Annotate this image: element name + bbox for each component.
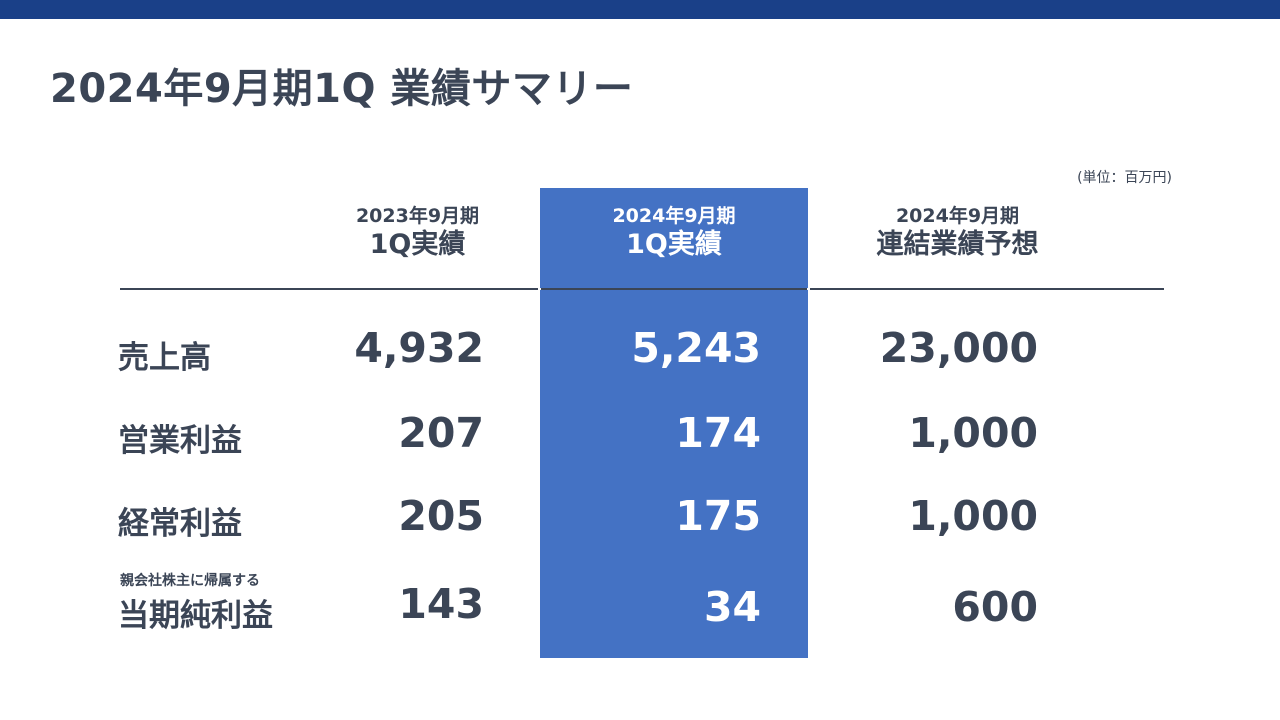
value-operating-income-prev: 207 (398, 409, 484, 457)
row-sublabel-attributable: 親会社株主に帰属する (120, 573, 260, 589)
value-operating-income-current: 174 (675, 409, 761, 457)
value-net-sales-prev: 4,932 (354, 324, 484, 372)
value-net-income-forecast: 600 (952, 583, 1038, 631)
value-ordinary-income-forecast: 1,000 (908, 492, 1038, 540)
unit-note: (単位：百万円) (1077, 170, 1172, 186)
column-header-current-1q: 2024年9月期 1Q実績 (540, 204, 808, 262)
slide-title: 2024年9月期1Q 業績サマリー (50, 66, 634, 112)
value-net-sales-current: 5,243 (631, 324, 761, 372)
value-ordinary-income-prev: 205 (398, 492, 484, 540)
value-net-sales-forecast: 23,000 (879, 324, 1038, 372)
column-header-period: 2023年9月期 (355, 205, 480, 227)
top-accent-bar (0, 0, 1280, 19)
row-label-net-income: 当期純利益 (118, 598, 273, 634)
column-header-period: 2024年9月期 (895, 205, 1020, 227)
column-header-period: 2024年9月期 (612, 205, 736, 227)
current-period-highlight (540, 188, 808, 658)
row-label-operating-income: 営業利益 (118, 423, 242, 459)
value-operating-income-forecast: 1,000 (908, 409, 1038, 457)
column-header-prev-1q: 2023年9月期 1Q実績 (340, 204, 495, 262)
header-divider (120, 288, 1164, 290)
value-net-income-current: 34 (703, 583, 761, 631)
value-ordinary-income-current: 175 (675, 492, 761, 540)
value-net-income-prev: 143 (398, 580, 484, 628)
row-label-net-sales: 売上高 (118, 340, 211, 376)
column-header-forecast: 2024年9月期 連結業績予想 (850, 204, 1065, 262)
column-header-type: 1Q実績 (369, 229, 466, 260)
divider-gap-left (538, 288, 541, 290)
divider-gap-right (807, 288, 810, 290)
column-header-type: 1Q実績 (626, 229, 722, 260)
column-header-type: 連結業績予想 (876, 229, 1039, 260)
row-label-ordinary-income: 経常利益 (118, 506, 242, 542)
